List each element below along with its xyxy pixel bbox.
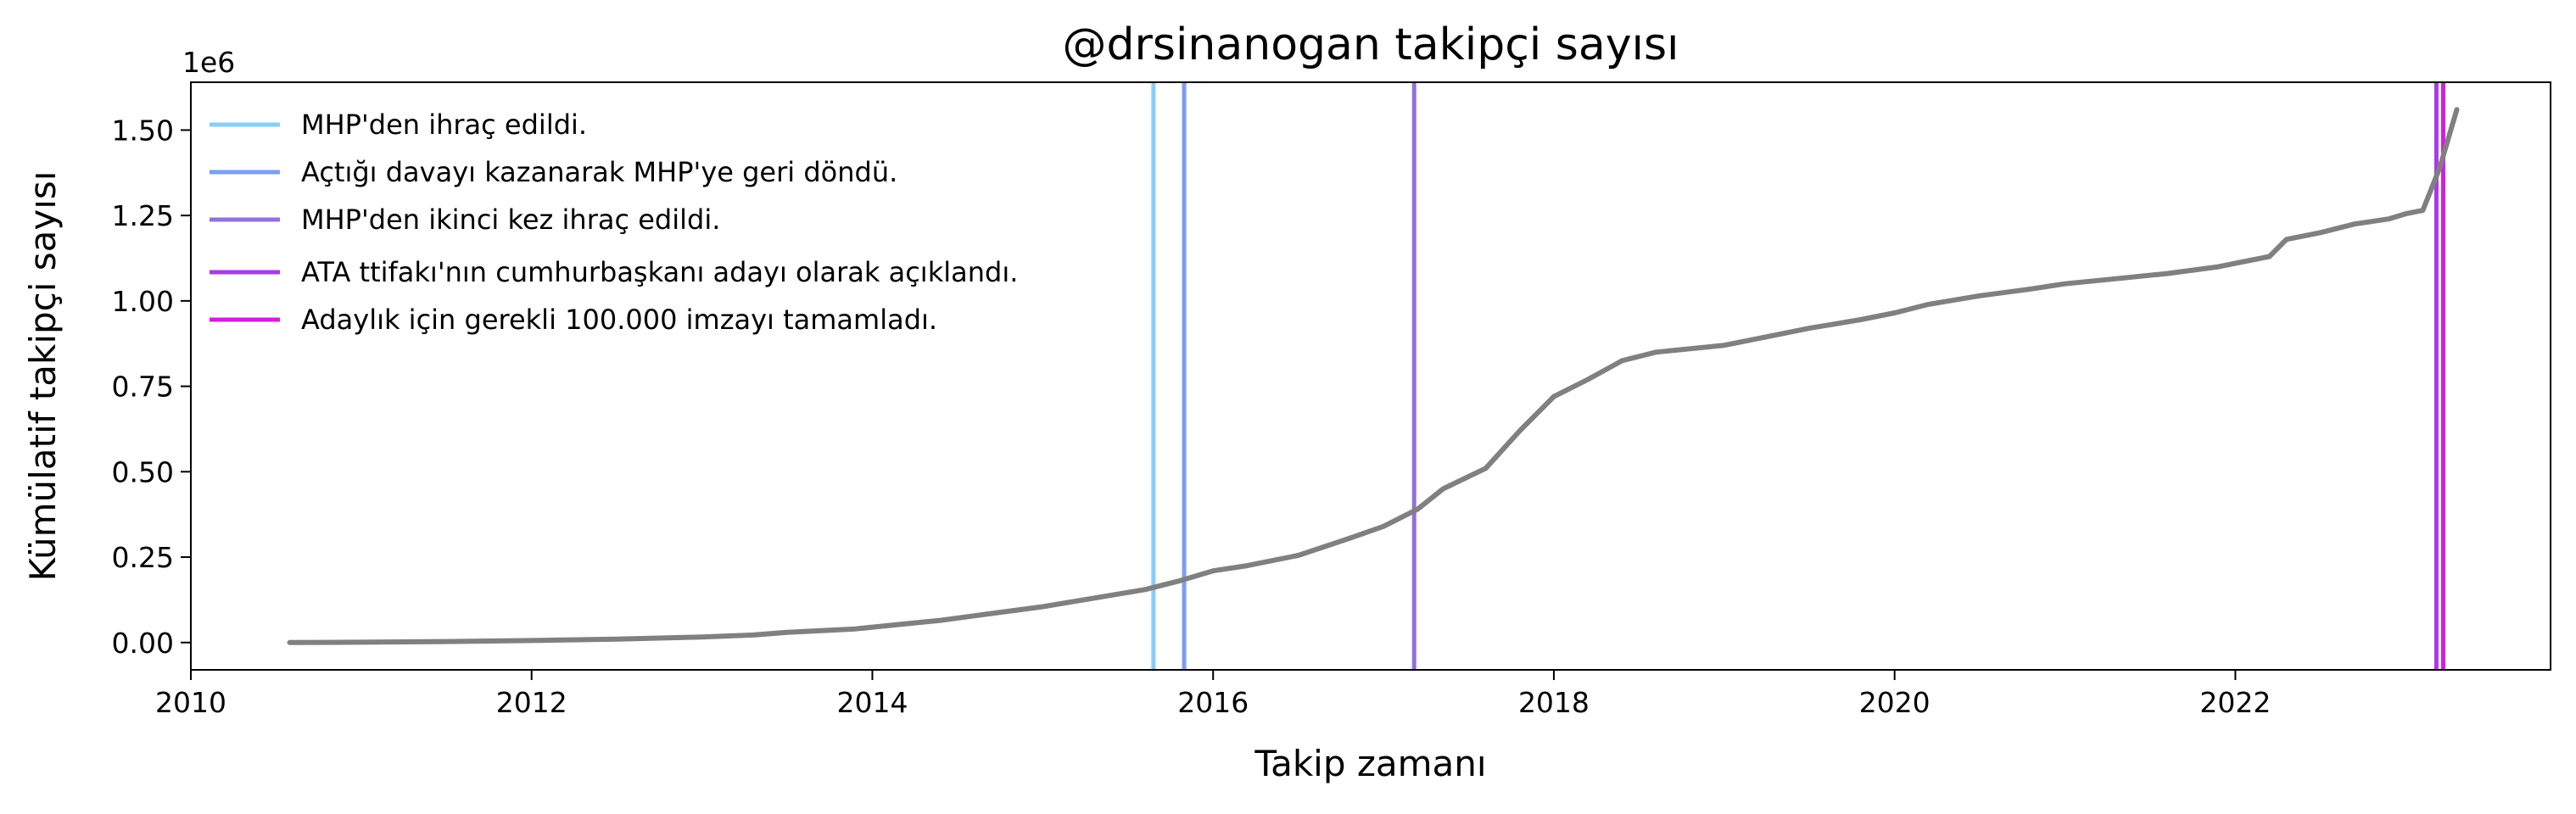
y-tick-label: 0.00	[112, 627, 174, 660]
series-line-0	[287, 107, 2460, 645]
legend-item-1: Açtığı davayı kazanarak MHP'ye geri dönd…	[301, 156, 897, 188]
y-tick-label: 0.50	[112, 455, 174, 488]
x-axis: 2010 2012 2014 2016 2018 2020 2022	[155, 670, 2271, 719]
x-tick-label: 2014	[836, 686, 908, 719]
y-tick-label: 1.25	[112, 199, 174, 232]
y-tick-label: 1.50	[112, 114, 174, 147]
chart-title: @drsinanogan takipçi sayısı	[1063, 20, 1679, 70]
x-tick-label: 2018	[1518, 686, 1590, 719]
y-axis: 0.00 0.25 0.50 0.75 1.00 1.25 1.50	[112, 114, 191, 660]
x-tick-label: 2012	[496, 686, 567, 719]
y-tick-label: 0.75	[112, 371, 174, 404]
y-axis-label: Kümülatif takipçi sayısı	[22, 171, 64, 582]
x-tick-label: 2010	[155, 686, 226, 719]
legend: MHP'den ihraç edildi. Açtığı davayı kazan…	[210, 109, 1018, 336]
plot-frame	[190, 81, 2551, 671]
x-axis-label: Takip zamanı	[1254, 743, 1486, 784]
legend-item-0: MHP'den ihraç edildi.	[301, 109, 587, 141]
x-tick-label: 2020	[1859, 686, 1931, 719]
legend-item-3: ATA ttifakı'nın cumhurbaşkanı adayı olar…	[301, 256, 1018, 288]
event-lines	[1151, 82, 2445, 670]
series-layer	[287, 107, 2460, 645]
y-offset-label: 1e6	[182, 46, 235, 79]
legend-item-4: Adaylık için gerekli 100.000 imzayı tama…	[301, 304, 937, 336]
legend-item-2: MHP'den ikinci kez ihraç edildi.	[301, 204, 720, 236]
y-tick-label: 0.25	[112, 541, 174, 574]
y-tick-label: 1.00	[112, 285, 174, 318]
x-tick-label: 2022	[2199, 686, 2271, 719]
x-tick-label: 2016	[1177, 686, 1249, 719]
